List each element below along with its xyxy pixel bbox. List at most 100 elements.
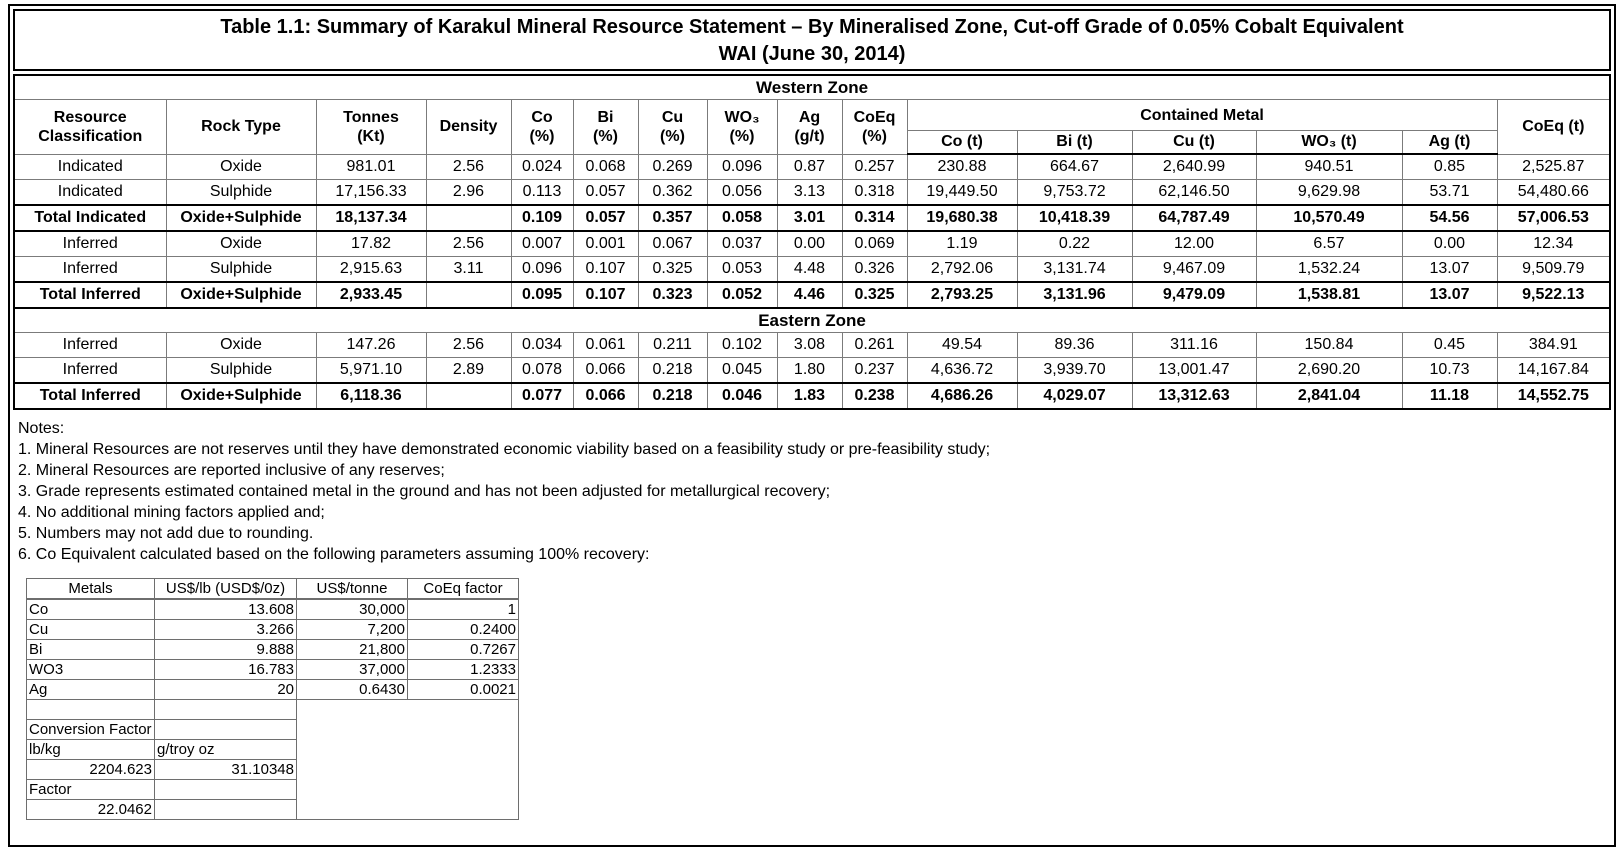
western-zone-rows: Indicated Oxide 981.01 2.56 0.024 0.068 0.269 0… [13,153,1611,309]
cell: 0.325 [841,281,908,309]
cell: 2,640.99 [1131,153,1257,180]
cell: 7,200 [296,619,408,640]
cell: 230.88 [906,153,1018,180]
cell: 2.56 [425,230,512,257]
eastern-zone-rows: Inferred Oxide 147.26 2.56 0.034 0.061 0.211 0.… [13,332,1611,410]
cell: Oxide+Sulphide [165,382,317,410]
col-header-resource-classification: Resource Classification [13,99,167,155]
cell: 37,000 [296,659,408,680]
table-title: Table 1.1: Summary of Karakul Mineral Re… [13,9,1611,71]
note-line: 6. Co Equivalent calculated based on the… [18,546,650,563]
cell: 3,939.70 [1016,357,1133,384]
cell: Co [26,598,155,620]
cell: 0.362 [637,179,708,206]
cell: 0.87 [776,153,843,180]
cell: 0.218 [637,357,708,384]
cell: 0.22 [1016,230,1133,257]
cell: 13.07 [1401,281,1498,309]
cell: Oxide [165,153,317,180]
cell: 3,131.74 [1016,256,1133,283]
page-border-frame: Table 1.1: Summary of Karakul Mineral Re… [8,4,1616,847]
zone-label: Eastern Zone [13,307,1611,333]
merged-blank-cell [296,699,519,820]
notes-section: Notes: 1. Mineral Resources are not rese… [18,419,1614,565]
cell: Sulphide [165,179,317,206]
table-row: Inferred Sulphide 2,915.63 3.11 0.096 0.107 0.… [13,256,1611,283]
cell: 0.096 [706,153,778,180]
cell: 0.2400 [407,619,519,640]
col-header-coeq-t: CoEq (t) [1496,99,1611,155]
cell: 0.057 [572,204,639,232]
col-header-wo3-pct: WO₃ (%) [706,99,778,155]
table-row: Inferred Oxide 17.82 2.56 0.007 0.001 0.067 0.0… [13,230,1611,257]
cell: 0.85 [1401,153,1498,180]
param-row: Conversion Factor [26,719,519,740]
cell: 147.26 [315,332,427,358]
cell: 20 [154,679,297,700]
cell: 0.066 [572,357,639,384]
cell: 2.89 [425,357,512,384]
param-row: Bi 9.888 21,800 0.7267 [26,639,519,660]
cell: 2.56 [425,332,512,358]
col-header-co-pct: Co (%) [510,99,574,155]
cell: 0.001 [572,230,639,257]
cell: 0.00 [1401,230,1498,257]
cell: 0.211 [637,332,708,358]
cell: 2,841.04 [1255,382,1403,410]
cell: 31.10348 [154,759,297,780]
cell: Inferred [13,332,167,358]
cell: 4,686.26 [906,382,1018,410]
cell: 53.71 [1401,179,1498,206]
col-header-ag-t: Ag (t) [1401,130,1498,155]
cell: 4,636.72 [906,357,1018,384]
cell: 9,479.09 [1131,281,1257,309]
cell: 3.13 [776,179,843,206]
cell [425,382,512,410]
cell: 13,312.63 [1131,382,1257,410]
cell: lb/kg [26,739,155,760]
params-rows: Co 13.608 30,000 1 Cu 3.266 7,200 0.2400 Bi 9.888… [26,598,519,820]
cell: 9,509.79 [1496,256,1611,283]
cell: 64,787.49 [1131,204,1257,232]
cell: 30,000 [296,598,408,620]
cell: 2,525.87 [1496,153,1611,180]
cell: 3,131.96 [1016,281,1133,309]
cell: 0.325 [637,256,708,283]
cell: 13.07 [1401,256,1498,283]
table-row: Indicated Oxide 981.01 2.56 0.024 0.068 0.269 0… [13,153,1611,180]
col-header-cu-t: Cu (t) [1131,130,1257,155]
cell: 19,449.50 [906,179,1018,206]
cell: 0.107 [572,256,639,283]
note-line: 5. Numbers may not add due to rounding. [18,525,314,542]
cell: 10,418.39 [1016,204,1133,232]
col-header-cu-pct: Cu (%) [637,99,708,155]
cell: 89.36 [1016,332,1133,358]
cell: 17,156.33 [315,179,427,206]
cell: 17.82 [315,230,427,257]
cell: 9,753.72 [1016,179,1133,206]
table-row: Inferred Oxide 147.26 2.56 0.034 0.061 0.211 0.… [13,332,1611,358]
column-header-row-1: Resource Classification Rock Type Tonnes… [13,99,1611,155]
cell: 0.7267 [407,639,519,660]
cell: 2,792.06 [906,256,1018,283]
cell: 0.058 [706,204,778,232]
cell: 62,146.50 [1131,179,1257,206]
cell: 13,001.47 [1131,357,1257,384]
param-row: Factor [26,779,519,800]
cell [154,779,297,800]
cell: 0.357 [637,204,708,232]
cell: 54,480.66 [1496,179,1611,206]
cell [154,719,297,740]
cell: Inferred [13,357,167,384]
col-header-ag-gpt: Ag (g/t) [776,99,843,155]
coeq-parameters-table: Metals US$/lb (USD$/0z) US$/tonne CoEq f… [26,578,519,820]
zone-header-eastern-body: Eastern Zone [13,307,1611,333]
cell: Inferred [13,230,167,257]
param-row: WO3 16.783 37,000 1.2333 [26,659,519,680]
cell: Inferred [13,256,167,283]
cell: 3.08 [776,332,843,358]
cell: 0.078 [510,357,574,384]
cell: 384.91 [1496,332,1611,358]
cell: Total Indicated [13,204,167,232]
params-header-metals: Metals [26,578,155,600]
